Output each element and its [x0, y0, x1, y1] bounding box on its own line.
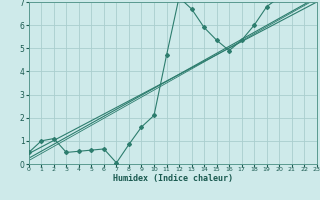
X-axis label: Humidex (Indice chaleur): Humidex (Indice chaleur)	[113, 174, 233, 183]
